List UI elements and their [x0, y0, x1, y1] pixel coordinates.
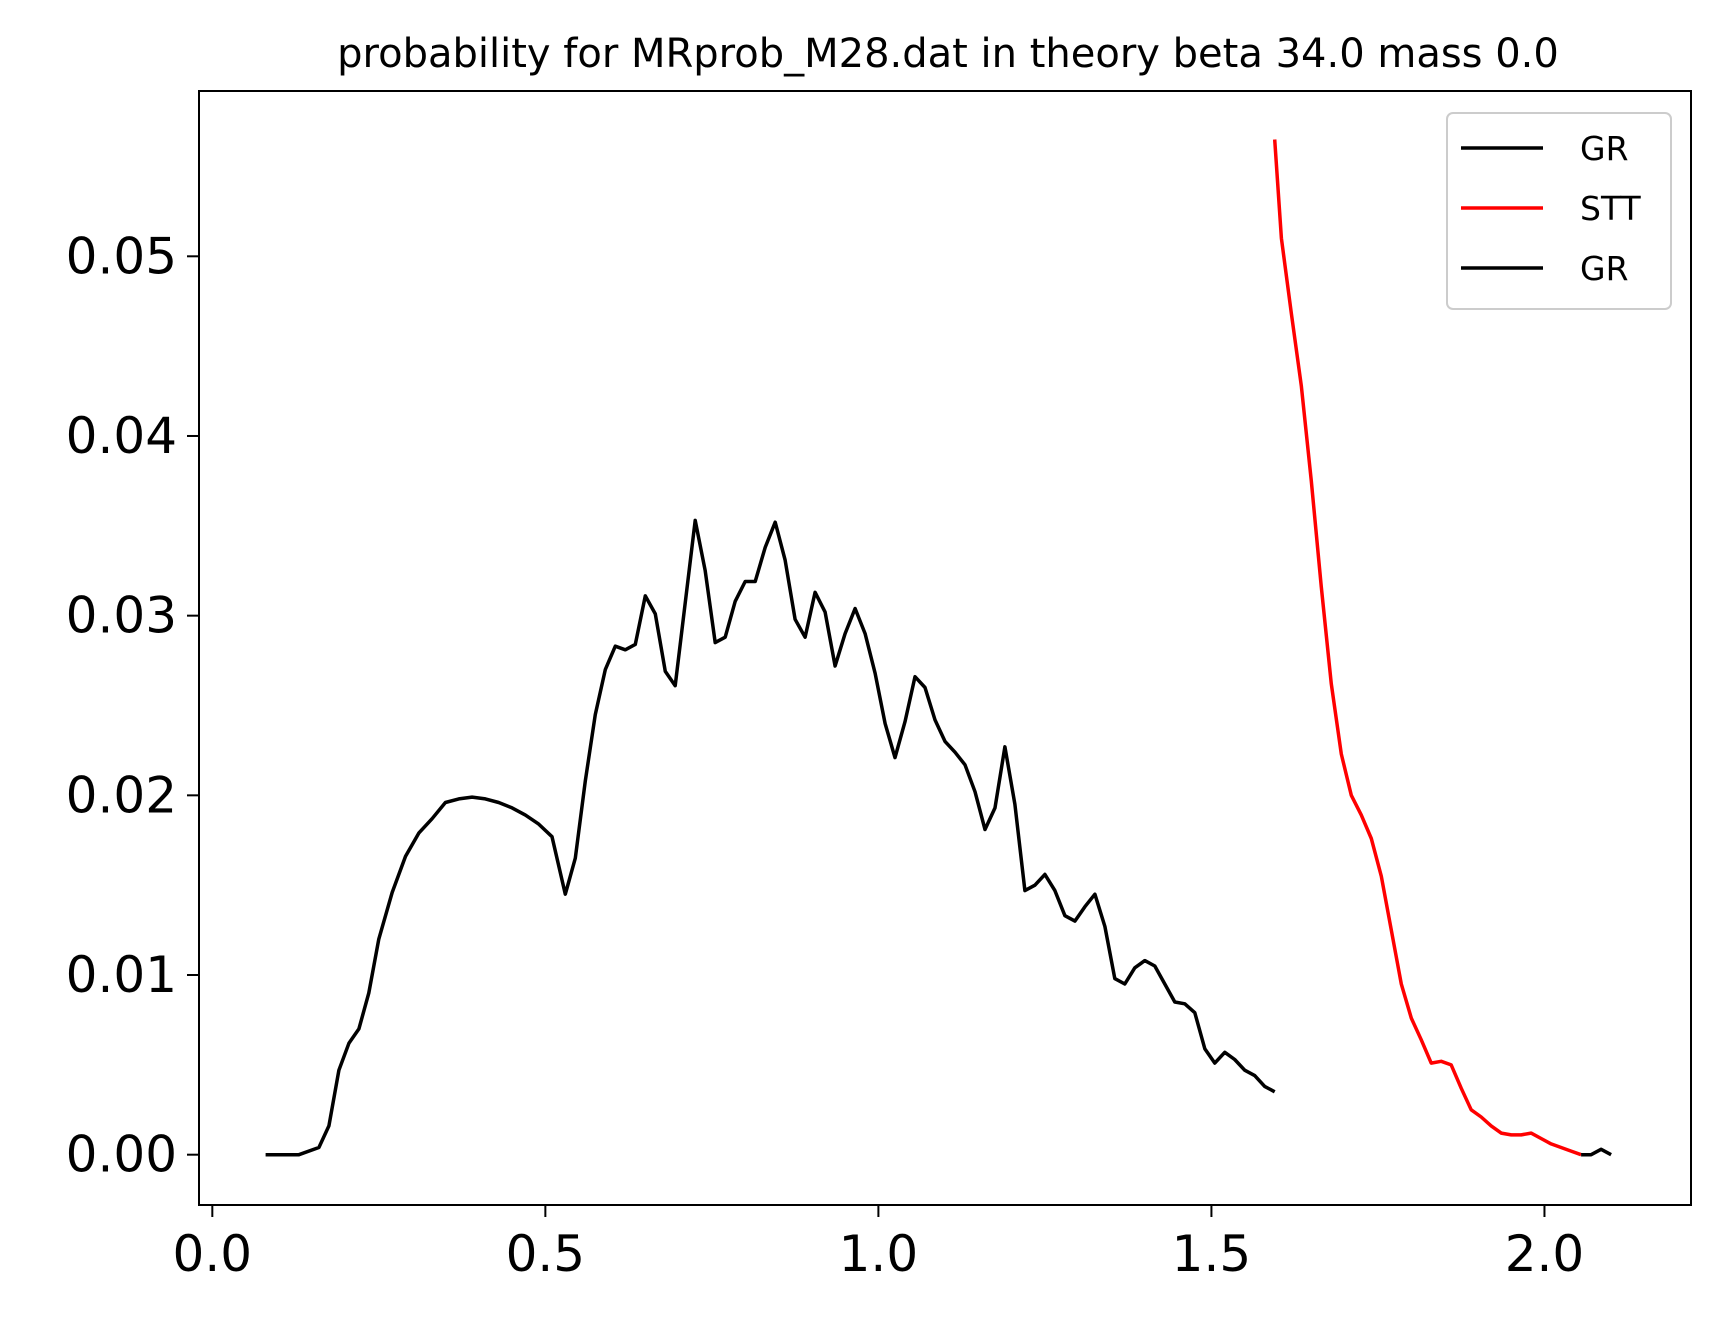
legend-label-gr: GR — [1580, 129, 1629, 168]
series-line-gr-2 — [1581, 1147, 1612, 1157]
chart-title: probability for MRprob_M28.dat in theory… — [337, 31, 1559, 77]
y-axis: 0.00 0.01 0.02 0.03 0.04 0.05 — [66, 227, 199, 1184]
x-tick-label: 2.0 — [1505, 1225, 1585, 1283]
x-tick-label: 1.0 — [839, 1225, 919, 1283]
series-line-stt-1 — [1272, 139, 1582, 1157]
x-tick-label: 1.5 — [1172, 1225, 1252, 1283]
x-tick-label: 0.5 — [506, 1225, 586, 1283]
series-layer — [265, 139, 1612, 1157]
y-tick-label: 0.04 — [66, 407, 177, 465]
legend: GR STT GR — [1446, 112, 1672, 310]
legend-frame — [1446, 112, 1672, 310]
y-tick-label: 0.05 — [66, 227, 177, 285]
y-tick-label: 0.02 — [66, 766, 177, 824]
plot-area — [198, 90, 1692, 1206]
y-tick-label: 0.00 — [66, 1126, 177, 1184]
x-tick-label: 0.0 — [173, 1225, 253, 1283]
legend-label-gr-2: GR — [1580, 249, 1629, 288]
series-line-gr-0 — [265, 518, 1276, 1157]
y-tick-label: 0.01 — [66, 946, 177, 1004]
x-axis: 0.0 0.5 1.0 1.5 2.0 — [173, 1205, 1585, 1283]
y-tick-label: 0.03 — [66, 587, 177, 645]
legend-label-stt: STT — [1580, 189, 1642, 228]
